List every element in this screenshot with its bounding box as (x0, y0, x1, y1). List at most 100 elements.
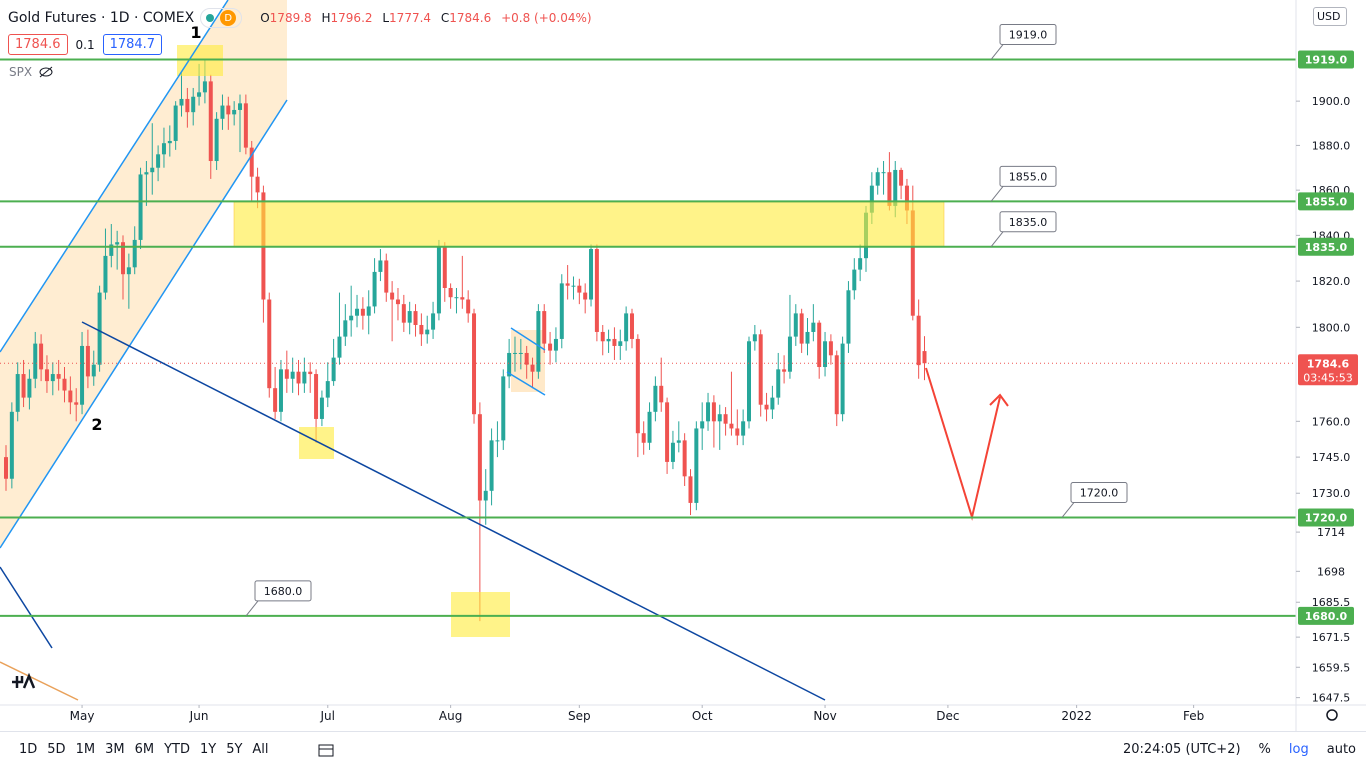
range-button[interactable]: 6M (134, 742, 155, 757)
flag-line (506, 371, 546, 396)
range-button[interactable]: 1M (75, 742, 96, 757)
callout-pointer (245, 600, 259, 617)
candle-body (659, 385, 664, 403)
x-tick-label: Jul (320, 709, 335, 723)
y-tick-label: 1647.5 (1312, 692, 1351, 705)
candle-body (875, 172, 880, 186)
range-button[interactable]: 3M (105, 742, 125, 757)
candle-body (741, 421, 746, 436)
candle-body (44, 369, 49, 382)
hidden-icon[interactable] (38, 66, 54, 78)
auto-toggle[interactable]: auto (1326, 742, 1356, 757)
candle-body (706, 402, 711, 422)
callout-pointer (990, 44, 1004, 60)
ask[interactable]: 1784.7 (102, 34, 163, 55)
settings-icon[interactable] (1326, 709, 1338, 721)
callout-pointer (990, 231, 1004, 248)
candle-body (39, 343, 44, 370)
candle-body (489, 440, 494, 491)
candle-body (641, 433, 646, 443)
candle-body (629, 313, 634, 339)
candle-body (179, 98, 184, 106)
range-button[interactable]: 5Y (226, 742, 243, 757)
candle-body (670, 442, 675, 462)
level-axis-box (1298, 50, 1354, 69)
candle-body (910, 210, 915, 316)
candle-body (858, 258, 863, 270)
currency-select[interactable]: USD (1313, 7, 1347, 26)
ohlc-value: 1777.4 (389, 11, 432, 25)
x-tick-label: Feb (1183, 709, 1204, 723)
range-button[interactable]: 1D (19, 742, 38, 757)
percent-toggle[interactable]: % (1258, 742, 1271, 757)
candle-body (56, 374, 61, 379)
candle-body (571, 285, 576, 287)
toolbar-right: 20:24:05 (UTC+2) % log auto (1123, 742, 1356, 757)
callout-label: 1835.0 (1009, 216, 1048, 229)
candle-body (787, 336, 792, 372)
candle-body (758, 334, 763, 405)
y-tick-label: 1698 (1317, 565, 1345, 578)
candle-body (834, 355, 839, 415)
range-button[interactable]: All (252, 742, 269, 757)
candle-body (711, 402, 716, 422)
candle-body (173, 105, 178, 141)
candle-body (331, 357, 336, 382)
callout-pointer (1061, 502, 1075, 518)
candle-body (214, 118, 219, 162)
last-price-box (1298, 354, 1358, 386)
candle-body (612, 338, 617, 346)
y-tick-label: 1714 (1317, 526, 1345, 539)
callout-box (999, 24, 1057, 46)
legend: Gold Futures · 1D · COMEX D O1789.8 H179… (8, 8, 598, 28)
callout-pointer (990, 186, 1004, 202)
candle-body (384, 260, 389, 293)
candle-body (33, 343, 38, 379)
axes: 1900.01880.01860.01840.01820.01800.01760… (0, 0, 1366, 731)
range-button[interactable]: 5D (47, 742, 66, 757)
candle-body (267, 299, 272, 389)
level-axis-box (1298, 606, 1354, 625)
candle-body (232, 109, 237, 115)
callout-label: 1680.0 (264, 585, 303, 598)
candle-body (191, 96, 196, 113)
candle-body (694, 428, 699, 503)
candle-body (746, 341, 751, 422)
date-range-icon[interactable] (318, 742, 334, 758)
clock: 20:24:05 (UTC+2) (1122, 742, 1241, 757)
ohlc-label: H (321, 11, 331, 25)
x-tick-label: Sep (568, 709, 591, 723)
range-button[interactable]: 1Y (199, 742, 217, 757)
y-tick-label: 1659.5 (1312, 661, 1351, 674)
candle-body (682, 440, 687, 477)
candle-body (893, 169, 898, 206)
overlay-symbol: SPX (9, 65, 33, 79)
level-axis-box (1298, 508, 1354, 527)
candles (0, 59, 1296, 622)
candle-body (355, 308, 360, 316)
level-axis-label: 1720.0 (1305, 511, 1348, 524)
wave-label: 1 (190, 23, 201, 42)
candle-body (922, 351, 927, 364)
callout-box (1070, 481, 1128, 503)
last-price-label: 1784.6 (1307, 357, 1350, 370)
callout-label: 1855.0 (1009, 170, 1048, 183)
drawings-over: 1 2 1919.0 1855.0 1835.0 1720.0 1680.0 (0, 0, 1296, 701)
callout-label: 1720.0 (1080, 486, 1119, 499)
bid[interactable]: 1784.6 (8, 34, 68, 55)
candle-body (103, 255, 108, 293)
candle-body (647, 411, 652, 443)
logo (12, 672, 36, 689)
candle-body (559, 283, 564, 339)
candle-body (653, 385, 658, 412)
candle-body (916, 315, 921, 366)
candle-body (518, 352, 523, 354)
ohlc-label: O (260, 11, 270, 25)
candle-body (62, 378, 67, 391)
candle-body (325, 381, 330, 398)
candle-body (132, 239, 137, 268)
range-button[interactable]: YTD (164, 742, 190, 757)
candle-body (577, 285, 582, 293)
log-toggle[interactable]: log (1288, 742, 1309, 757)
interval-badge: D (220, 10, 237, 26)
